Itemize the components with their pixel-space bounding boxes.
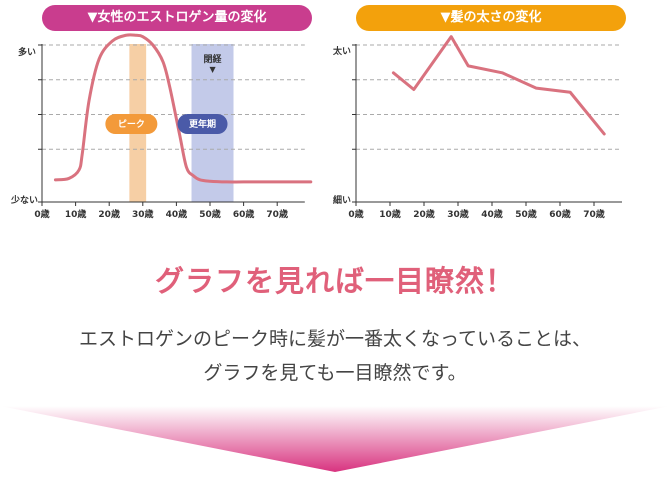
closing-label: 閉経 (204, 53, 223, 65)
down-arrow-icon (0, 406, 670, 472)
hair-chart-header: ▼髪の太さの変化 (356, 5, 626, 31)
hair-chart-y-ticks (352, 44, 356, 203)
hair-x-tick-label: 40歳 (481, 208, 503, 220)
body-text: エストロゲンのピーク時に髪が一番太くなっていることは、 グラフを見ても一目瞭然で… (0, 322, 670, 390)
estrogen-x-tick-label: 30歳 (132, 208, 154, 220)
estrogen-chart-header: ▼女性のエストロゲン量の変化 (42, 5, 312, 31)
estrogen-ylabel-high: 多い (18, 46, 36, 58)
estrogen-x-tick-label: 50歳 (199, 208, 221, 220)
estrogen-x-tick-label: 0歳 (34, 208, 49, 220)
hair-x-tick-label: 60歳 (549, 208, 571, 220)
headline: グラフを見れば一目瞭然！ (154, 264, 515, 298)
estrogen-series-line (53, 33, 313, 184)
body-line-2: グラフを見ても一目瞭然です。 (203, 362, 467, 384)
hair-x-tick-label: 30歳 (447, 208, 469, 220)
peak-badge (105, 114, 158, 134)
estrogen-x-tick-label: 60歳 (233, 208, 255, 220)
menopause-badge (177, 114, 228, 134)
estrogen-chart-y-ticks (38, 44, 42, 203)
hair-chart-gridlines (356, 44, 622, 150)
charts-canvas: 0歳 10歳 20歳 30歳 40歳 50歳 60歳 70歳 多い 少ない ピーク 更年期 閉… (10, 33, 622, 220)
hair-x-tick-label: 20歳 (413, 208, 435, 220)
estrogen-chart: 0歳 10歳 20歳 30歳 40歳 50歳 60歳 70歳 多い 少ない ピーク 更年期 閉… (10, 33, 313, 220)
hair-x-tick-label: 50歳 (515, 208, 537, 220)
peak-badge-label: ピーク (118, 118, 145, 130)
hair-x-tick-label: 70歳 (583, 208, 605, 220)
hair-ylabel-thin: 細い (333, 194, 351, 206)
hair-ylabel-thick: 太い (332, 45, 351, 57)
hair-x-tick-label: 0歳 (348, 208, 363, 220)
hair-series-line (391, 35, 606, 136)
closing-marker-icon: ▼ (209, 65, 216, 74)
body-line-1: エストロゲンのピーク時に髪が一番太くなっていることは、 (78, 328, 592, 350)
menopause-badge-label: 更年期 (189, 118, 216, 130)
estrogen-ylabel-low: 少ない (10, 194, 38, 206)
estrogen-x-tick-label: 70歳 (266, 208, 288, 220)
estrogen-x-tick-label: 10歳 (65, 208, 87, 220)
estrogen-x-tick-label: 40歳 (166, 208, 188, 220)
estrogen-chart-x-ticks: 0歳 10歳 20歳 30歳 40歳 50歳 60歳 70歳 (34, 202, 288, 220)
estrogen-x-tick-label: 20歳 (98, 208, 120, 220)
hair-chart-x-ticks: 0歳 10歳 20歳 30歳 40歳 50歳 60歳 70歳 (348, 202, 605, 220)
hair-chart: 0歳 10歳 20歳 30歳 40歳 50歳 60歳 70歳 太い 細い (332, 35, 622, 220)
hair-x-tick-label: 10歳 (379, 208, 401, 220)
